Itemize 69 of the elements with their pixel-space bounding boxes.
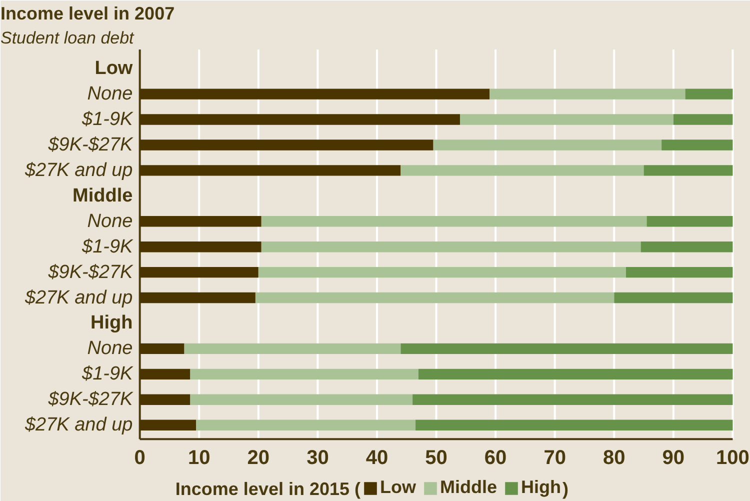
bar xyxy=(646,216,733,227)
bar xyxy=(190,394,413,405)
bar xyxy=(673,114,733,125)
x-tick-label: 20 xyxy=(247,446,270,469)
bar xyxy=(140,266,258,278)
bar xyxy=(140,140,434,150)
y-tick-label: $9K-$27K xyxy=(47,389,134,410)
bar xyxy=(184,343,401,354)
y-tick-label: $27K and up xyxy=(24,287,133,308)
y-tick-label: $1-9K xyxy=(81,236,134,258)
bar xyxy=(140,216,262,227)
legend-label: Middle xyxy=(440,477,497,498)
bar xyxy=(416,420,733,430)
x-tick-label: 10 xyxy=(188,446,210,469)
bar xyxy=(400,343,733,354)
x-tick-label: 0 xyxy=(134,446,146,469)
y-tick-label: Low xyxy=(94,58,133,80)
bar xyxy=(490,88,686,100)
x-tick-label: 80 xyxy=(603,446,626,469)
text: ) xyxy=(562,478,568,499)
bar xyxy=(626,266,733,278)
x-tick-label: 60 xyxy=(484,446,507,469)
bar xyxy=(644,165,733,176)
bar xyxy=(412,394,733,405)
bar xyxy=(418,368,733,380)
bar xyxy=(400,165,644,176)
x-tick-label: 70 xyxy=(544,446,566,469)
bar xyxy=(140,292,256,304)
bar xyxy=(662,140,733,150)
y-tick-label: None xyxy=(87,210,133,232)
x-tick-label: 30 xyxy=(306,446,329,469)
bar xyxy=(640,242,733,252)
y-tick-label: High xyxy=(90,312,133,334)
bar xyxy=(140,88,490,100)
y-tick-label: $1-9K xyxy=(81,109,134,130)
y-tick-label: $9K-$27K xyxy=(47,262,134,283)
y-tick-label: $27K and up xyxy=(24,160,133,181)
bar xyxy=(258,266,626,278)
bar xyxy=(433,140,662,150)
chart-subtitle: Student loan debt xyxy=(0,28,136,48)
bar xyxy=(614,292,733,304)
bar xyxy=(140,368,190,380)
chart-title: Income level in 2007 xyxy=(0,4,175,24)
bar xyxy=(140,114,460,125)
bar xyxy=(140,343,184,354)
x-tick-label: 100 xyxy=(716,446,750,469)
bar xyxy=(140,242,262,252)
y-tick-label: Middle xyxy=(72,185,133,206)
y-tick-label: $9K-$27K xyxy=(47,134,134,156)
bar xyxy=(196,420,416,430)
bar xyxy=(140,420,196,430)
legend-label: High xyxy=(521,477,561,498)
x-tick-label: 50 xyxy=(425,446,448,469)
bar xyxy=(261,242,641,252)
bar xyxy=(460,114,674,125)
bar xyxy=(140,165,401,176)
bar xyxy=(685,88,733,100)
y-tick-label: None xyxy=(87,338,133,360)
bar xyxy=(140,394,190,405)
y-tick-label: $27K and up xyxy=(24,414,133,436)
y-tick-label: $1-9K xyxy=(81,364,134,385)
x-tick-label: 90 xyxy=(662,446,685,469)
y-tick-label: None xyxy=(87,84,133,105)
bar xyxy=(261,216,647,227)
legend-label: Low xyxy=(380,477,416,498)
bar xyxy=(190,368,418,380)
bar xyxy=(255,292,614,304)
x-axis-title: Income level in 2015 ( xyxy=(175,478,361,499)
x-tick-label: 40 xyxy=(366,446,388,469)
